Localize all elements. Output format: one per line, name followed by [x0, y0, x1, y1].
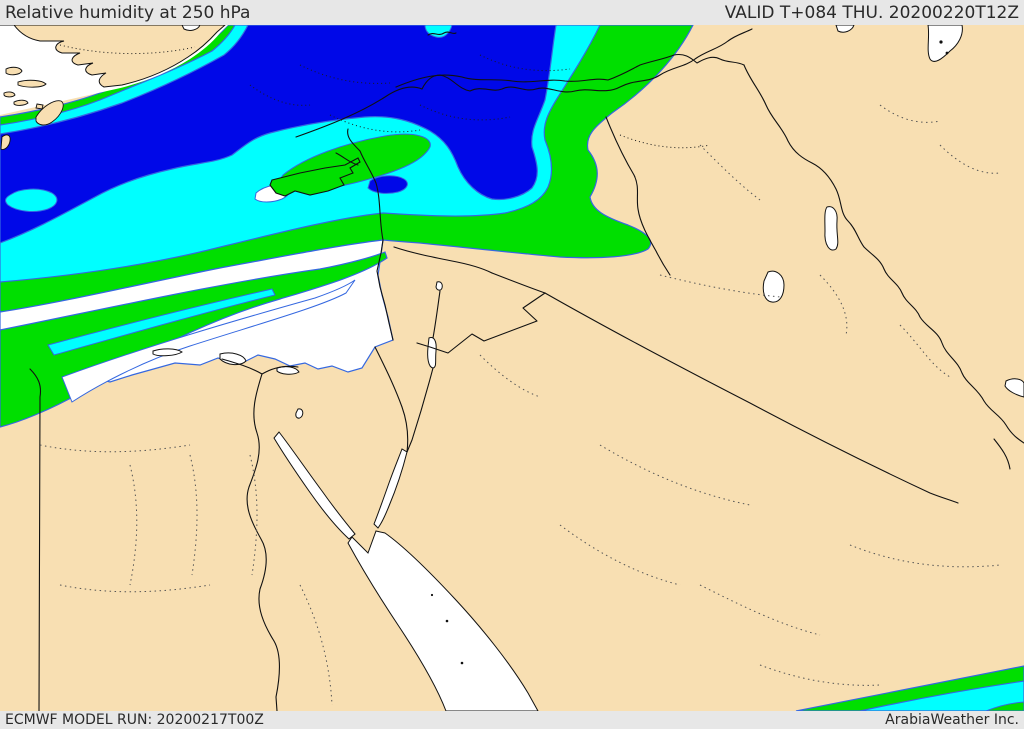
turkey-syria-border	[395, 53, 745, 88]
water-bodies	[152, 25, 1024, 711]
header-bar: Relative humidity at 250 hPa VALID T+084…	[0, 0, 1024, 25]
jordan-river	[432, 290, 441, 339]
turkey-land	[0, 25, 226, 88]
nile-river	[246, 373, 281, 711]
levant-coast	[347, 128, 384, 241]
nile-delta-west	[221, 358, 263, 375]
rhodes-island	[35, 100, 64, 126]
egypt-libya-border	[29, 368, 42, 711]
lake-tharthar	[824, 206, 839, 251]
gulf-of-aqaba	[373, 448, 408, 529]
valid-time-label: VALID T+084 THU. 20200220T12Z	[724, 2, 1019, 23]
syria-iraq-border	[605, 116, 671, 276]
saudi-iraq-border	[544, 292, 959, 504]
turkish-lake	[181, 25, 201, 31]
rh-green-corner-se	[985, 701, 1024, 711]
turkey-province-dots	[59, 44, 711, 149]
rh-cyan-core-stripe	[47, 288, 276, 356]
delta-lagoon-1	[152, 348, 183, 357]
dead-sea	[427, 337, 437, 369]
israel-jordan-south	[406, 367, 434, 453]
bitter-lakes	[295, 408, 304, 419]
jordan-saudi-border	[416, 292, 546, 354]
gulf-border-curve	[993, 438, 1011, 470]
model-run-label: ECMWF MODEL RUN: 20200217T00Z	[5, 712, 264, 728]
admin-boundaries-dotted	[39, 104, 1001, 706]
lake-assad-sliver	[335, 152, 359, 166]
humidity-map-svg	[0, 25, 1024, 711]
black-sea-coast	[295, 28, 753, 138]
rh-white-stripe	[61, 279, 356, 403]
company-label: ArabiaWeather Inc.	[885, 712, 1019, 728]
lake-razzaza	[762, 270, 785, 303]
sea-of-galilee	[435, 281, 443, 291]
red-sea	[347, 530, 539, 711]
cyprus-island	[269, 157, 361, 197]
map-title: Relative humidity at 250 hPa	[5, 2, 251, 23]
israel-coast	[376, 239, 394, 341]
jordan-syria-border	[393, 246, 493, 274]
rh-cyan-notch	[424, 25, 453, 38]
persian-gulf-tip	[1004, 378, 1024, 398]
footer-bar: ECMWF MODEL RUN: 20200217T00Z ArabiaWeat…	[0, 711, 1024, 729]
nile-delta-east	[261, 365, 299, 375]
karpathos-island	[0, 134, 11, 150]
egypt-israel-border	[374, 346, 409, 453]
red-sea-islets	[430, 40, 949, 665]
lake-van	[835, 25, 855, 33]
jordan-iraq-border	[491, 272, 546, 294]
coastlines-and-borders	[29, 28, 1024, 711]
delta-lagoon-2	[219, 352, 247, 366]
coast-squiggle	[427, 31, 457, 36]
greek-islands	[0, 66, 64, 150]
lake-urmia	[927, 25, 963, 62]
map-canvas	[0, 25, 1024, 711]
iraq-iran-border	[743, 64, 1024, 444]
rh-cyan-tongue	[5, 188, 58, 213]
